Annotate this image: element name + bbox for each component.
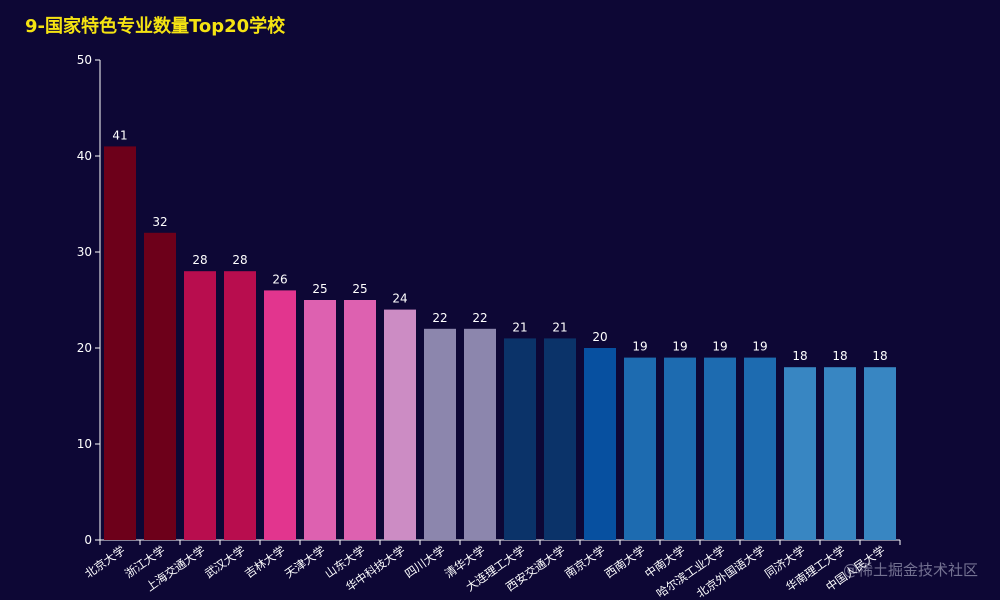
bar[interactable] bbox=[664, 357, 696, 540]
bar-value-label: 25 bbox=[312, 282, 327, 296]
bar[interactable] bbox=[464, 328, 496, 540]
bar-value-label: 18 bbox=[832, 349, 847, 363]
x-tick-label: 北京外国语大学 bbox=[694, 543, 768, 600]
x-tick-label: 南京大学 bbox=[562, 543, 608, 581]
bar-value-label: 26 bbox=[272, 272, 287, 286]
bar-value-label: 19 bbox=[752, 340, 767, 354]
bar[interactable] bbox=[264, 290, 296, 540]
bars bbox=[104, 146, 896, 541]
bar[interactable] bbox=[744, 357, 776, 540]
bar-value-label: 21 bbox=[552, 320, 567, 334]
bar-value-label: 22 bbox=[432, 311, 447, 325]
bar[interactable] bbox=[624, 357, 656, 540]
bar-value-label: 18 bbox=[792, 349, 807, 363]
x-tick-label: 北京大学 bbox=[82, 543, 128, 581]
bar-value-label: 28 bbox=[192, 253, 207, 267]
bar[interactable] bbox=[824, 367, 856, 540]
x-tick-label: 吉林大学 bbox=[242, 543, 288, 581]
bar[interactable] bbox=[584, 348, 616, 540]
bar[interactable] bbox=[704, 357, 736, 540]
bar-value-label: 32 bbox=[152, 215, 167, 229]
bar[interactable] bbox=[344, 300, 376, 540]
x-tick-label: 四川大学 bbox=[402, 543, 448, 581]
bar-value-label: 24 bbox=[392, 292, 407, 306]
bar[interactable] bbox=[864, 367, 896, 540]
bar[interactable] bbox=[104, 146, 136, 540]
chart-title: 9-国家特色专业数量Top20学校 bbox=[25, 16, 286, 37]
y-tick-label: 0 bbox=[84, 533, 92, 547]
axes: 0 10 20 30 40 50 bbox=[77, 53, 901, 547]
bar-value-label: 18 bbox=[872, 349, 887, 363]
bar-value-label: 22 bbox=[472, 311, 487, 325]
bar-value-label: 25 bbox=[352, 282, 367, 296]
y-tick-label: 50 bbox=[77, 53, 92, 67]
y-tick-label: 40 bbox=[77, 149, 92, 163]
bar-value-label: 21 bbox=[512, 320, 527, 334]
bar[interactable] bbox=[384, 309, 416, 540]
bar-value-label: 28 bbox=[232, 253, 247, 267]
bar[interactable] bbox=[504, 338, 536, 540]
x-tick-label: 天津大学 bbox=[282, 543, 328, 581]
bar[interactable] bbox=[424, 328, 456, 540]
bar-value-label: 20 bbox=[592, 330, 607, 344]
bar[interactable] bbox=[544, 338, 576, 540]
x-tick-label: 西南大学 bbox=[602, 543, 648, 581]
bar-value-label: 19 bbox=[632, 340, 647, 354]
bar[interactable] bbox=[784, 367, 816, 540]
watermark: @稀土掘金技术社区 bbox=[842, 561, 978, 579]
y-tick-label: 10 bbox=[77, 437, 92, 451]
bar-value-label: 19 bbox=[672, 340, 687, 354]
bar-value-label: 41 bbox=[112, 128, 127, 142]
y-tick-label: 30 bbox=[77, 245, 92, 259]
x-tick-label: 武汉大学 bbox=[202, 543, 248, 581]
bar[interactable] bbox=[144, 232, 176, 541]
y-tick-label: 20 bbox=[77, 341, 92, 355]
x-tick-label: 哈尔滨工业大学 bbox=[654, 543, 728, 600]
bar[interactable] bbox=[224, 271, 256, 540]
bar[interactable] bbox=[184, 271, 216, 540]
bar-value-label: 19 bbox=[712, 340, 727, 354]
bar[interactable] bbox=[304, 300, 336, 540]
